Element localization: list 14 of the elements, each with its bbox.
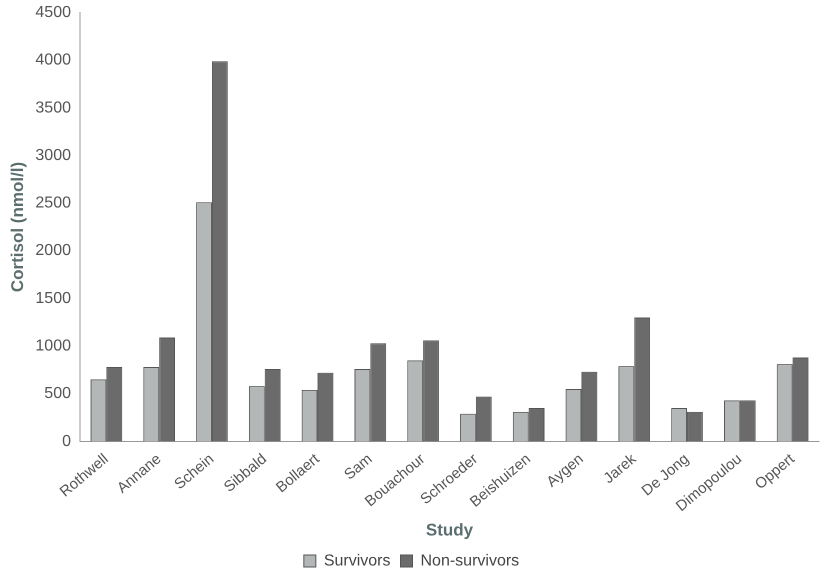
legend-label: Non-survivors <box>420 552 520 570</box>
y-tick-label: 3500 <box>35 99 72 116</box>
y-tick-label: 0 <box>62 432 72 450</box>
y-tick-label: 4000 <box>35 52 72 69</box>
y-tick-label: 4500 <box>35 4 72 22</box>
y-tick-label: 1000 <box>35 337 72 354</box>
x-axis-title: Study <box>426 520 474 540</box>
legend-label: Survivors <box>324 552 391 570</box>
y-tick-label: 2000 <box>35 242 72 260</box>
y-axis-title: Cortisol (nmol/l) <box>8 162 27 292</box>
y-tick-label: 2500 <box>35 194 72 212</box>
y-tick-label: 3000 <box>35 146 72 164</box>
y-tick-label: 1500 <box>35 290 72 307</box>
y-tick-label: 500 <box>44 385 72 402</box>
